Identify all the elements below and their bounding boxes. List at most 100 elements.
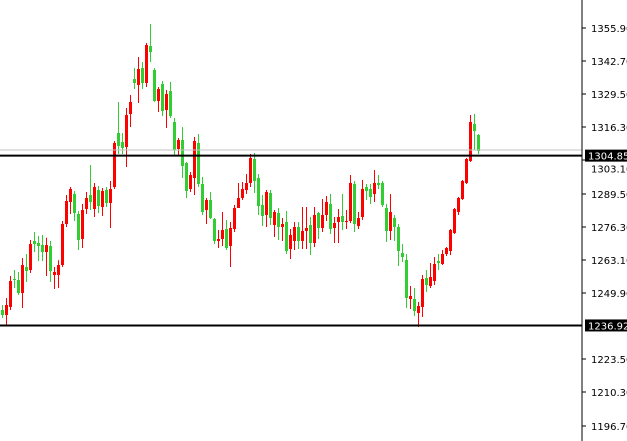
candle-bearish	[437, 254, 440, 270]
candle-bullish	[453, 208, 456, 234]
candle-body	[185, 163, 188, 191]
candle-body	[405, 260, 408, 298]
candles-layer	[1, 24, 480, 327]
candle-bearish	[269, 190, 272, 225]
candle-bearish	[473, 114, 476, 150]
candle-bullish	[233, 205, 236, 232]
candle-bearish	[197, 134, 200, 187]
candle-body	[113, 143, 116, 187]
candle-body	[61, 224, 64, 265]
price-tick-label: 1342.70	[591, 57, 627, 68]
candle-body	[313, 215, 316, 243]
level-price-label: 1304.85	[585, 149, 627, 163]
candle-bearish	[401, 244, 404, 262]
candle-bearish	[133, 68, 136, 89]
candle-body	[69, 189, 72, 202]
candle-body	[41, 245, 44, 252]
candle-body	[73, 194, 76, 213]
candle-body	[245, 183, 248, 190]
candle-bearish	[341, 194, 344, 230]
candle-bullish	[145, 43, 148, 87]
candle-body	[45, 245, 48, 252]
candle-body	[193, 141, 196, 178]
candle-body	[357, 218, 360, 226]
candle-bearish	[41, 235, 44, 261]
candle-bearish	[97, 186, 100, 213]
candle-bullish	[289, 229, 292, 259]
candle-body	[417, 306, 420, 313]
price-tick-label: 1316.30	[591, 123, 627, 134]
candle-body	[129, 102, 132, 114]
candle-body	[413, 299, 416, 311]
candle-body	[393, 218, 396, 227]
candle-bullish	[229, 222, 232, 267]
candle-bullish	[177, 138, 180, 156]
candle-body	[121, 142, 124, 148]
candle-body	[145, 45, 148, 83]
candle-bearish	[17, 272, 20, 295]
candle-bearish	[37, 236, 40, 261]
candle-bullish	[345, 210, 348, 229]
candle-bullish	[469, 115, 472, 162]
candle-body	[465, 159, 468, 183]
candle-bullish	[53, 267, 56, 289]
candle-body	[381, 183, 384, 205]
candle-body	[389, 212, 392, 231]
candle-body	[349, 183, 352, 221]
candle-body	[373, 183, 376, 194]
candle-bearish	[13, 270, 16, 288]
candle-bearish	[141, 62, 144, 89]
candle-bullish	[433, 257, 436, 285]
candle-bearish	[33, 232, 36, 252]
candle-bearish	[385, 204, 388, 242]
candle-body	[89, 195, 92, 202]
candle-body	[21, 265, 24, 293]
candle-body	[429, 277, 432, 286]
candle-body	[305, 228, 308, 231]
candle-body	[377, 183, 380, 185]
candle-body	[461, 181, 464, 199]
candle-body	[9, 281, 12, 307]
candle-body	[321, 215, 324, 228]
candle-bullish	[29, 240, 32, 273]
candle-body	[81, 210, 84, 239]
candle-body	[209, 200, 212, 218]
candle-bullish	[157, 87, 160, 112]
candle-bearish	[317, 212, 320, 239]
candle-body	[273, 212, 276, 225]
candle-body	[293, 227, 296, 241]
candle-bearish	[413, 288, 416, 316]
candle-body	[229, 228, 232, 246]
candle-body	[365, 187, 368, 191]
candle-bullish	[265, 190, 268, 227]
candle-body	[345, 221, 348, 222]
candle-bullish	[69, 187, 72, 214]
candle-body	[237, 198, 240, 208]
candle-body	[301, 231, 304, 241]
candle-bearish	[353, 181, 356, 232]
candle-body	[13, 279, 16, 280]
candle-bearish	[185, 162, 188, 198]
candle-body	[189, 175, 192, 189]
candle-bearish	[393, 215, 396, 241]
level-price-label: 1236.92	[585, 319, 627, 332]
candle-bullish	[333, 217, 336, 243]
candle-body	[309, 225, 312, 243]
candle-body	[177, 140, 180, 149]
candle-bullish	[321, 199, 324, 232]
candle-body	[85, 198, 88, 209]
candle-bullish	[189, 172, 192, 192]
candle-body	[213, 219, 216, 241]
candle-bearish	[25, 254, 28, 282]
candle-body	[5, 305, 8, 315]
candle-bullish	[249, 154, 252, 187]
candle-bullish	[245, 174, 248, 194]
candle-body	[401, 253, 404, 257]
candle-body	[289, 235, 292, 249]
price-axis[interactable]: 1355.90 1342.70 1329.50 1316.30 1303.10 1289.…	[582, 24, 627, 433]
candle-bearish	[365, 184, 368, 200]
candle-bullish	[429, 263, 432, 288]
candle-bullish	[337, 209, 340, 243]
candle-bullish	[5, 298, 8, 325]
